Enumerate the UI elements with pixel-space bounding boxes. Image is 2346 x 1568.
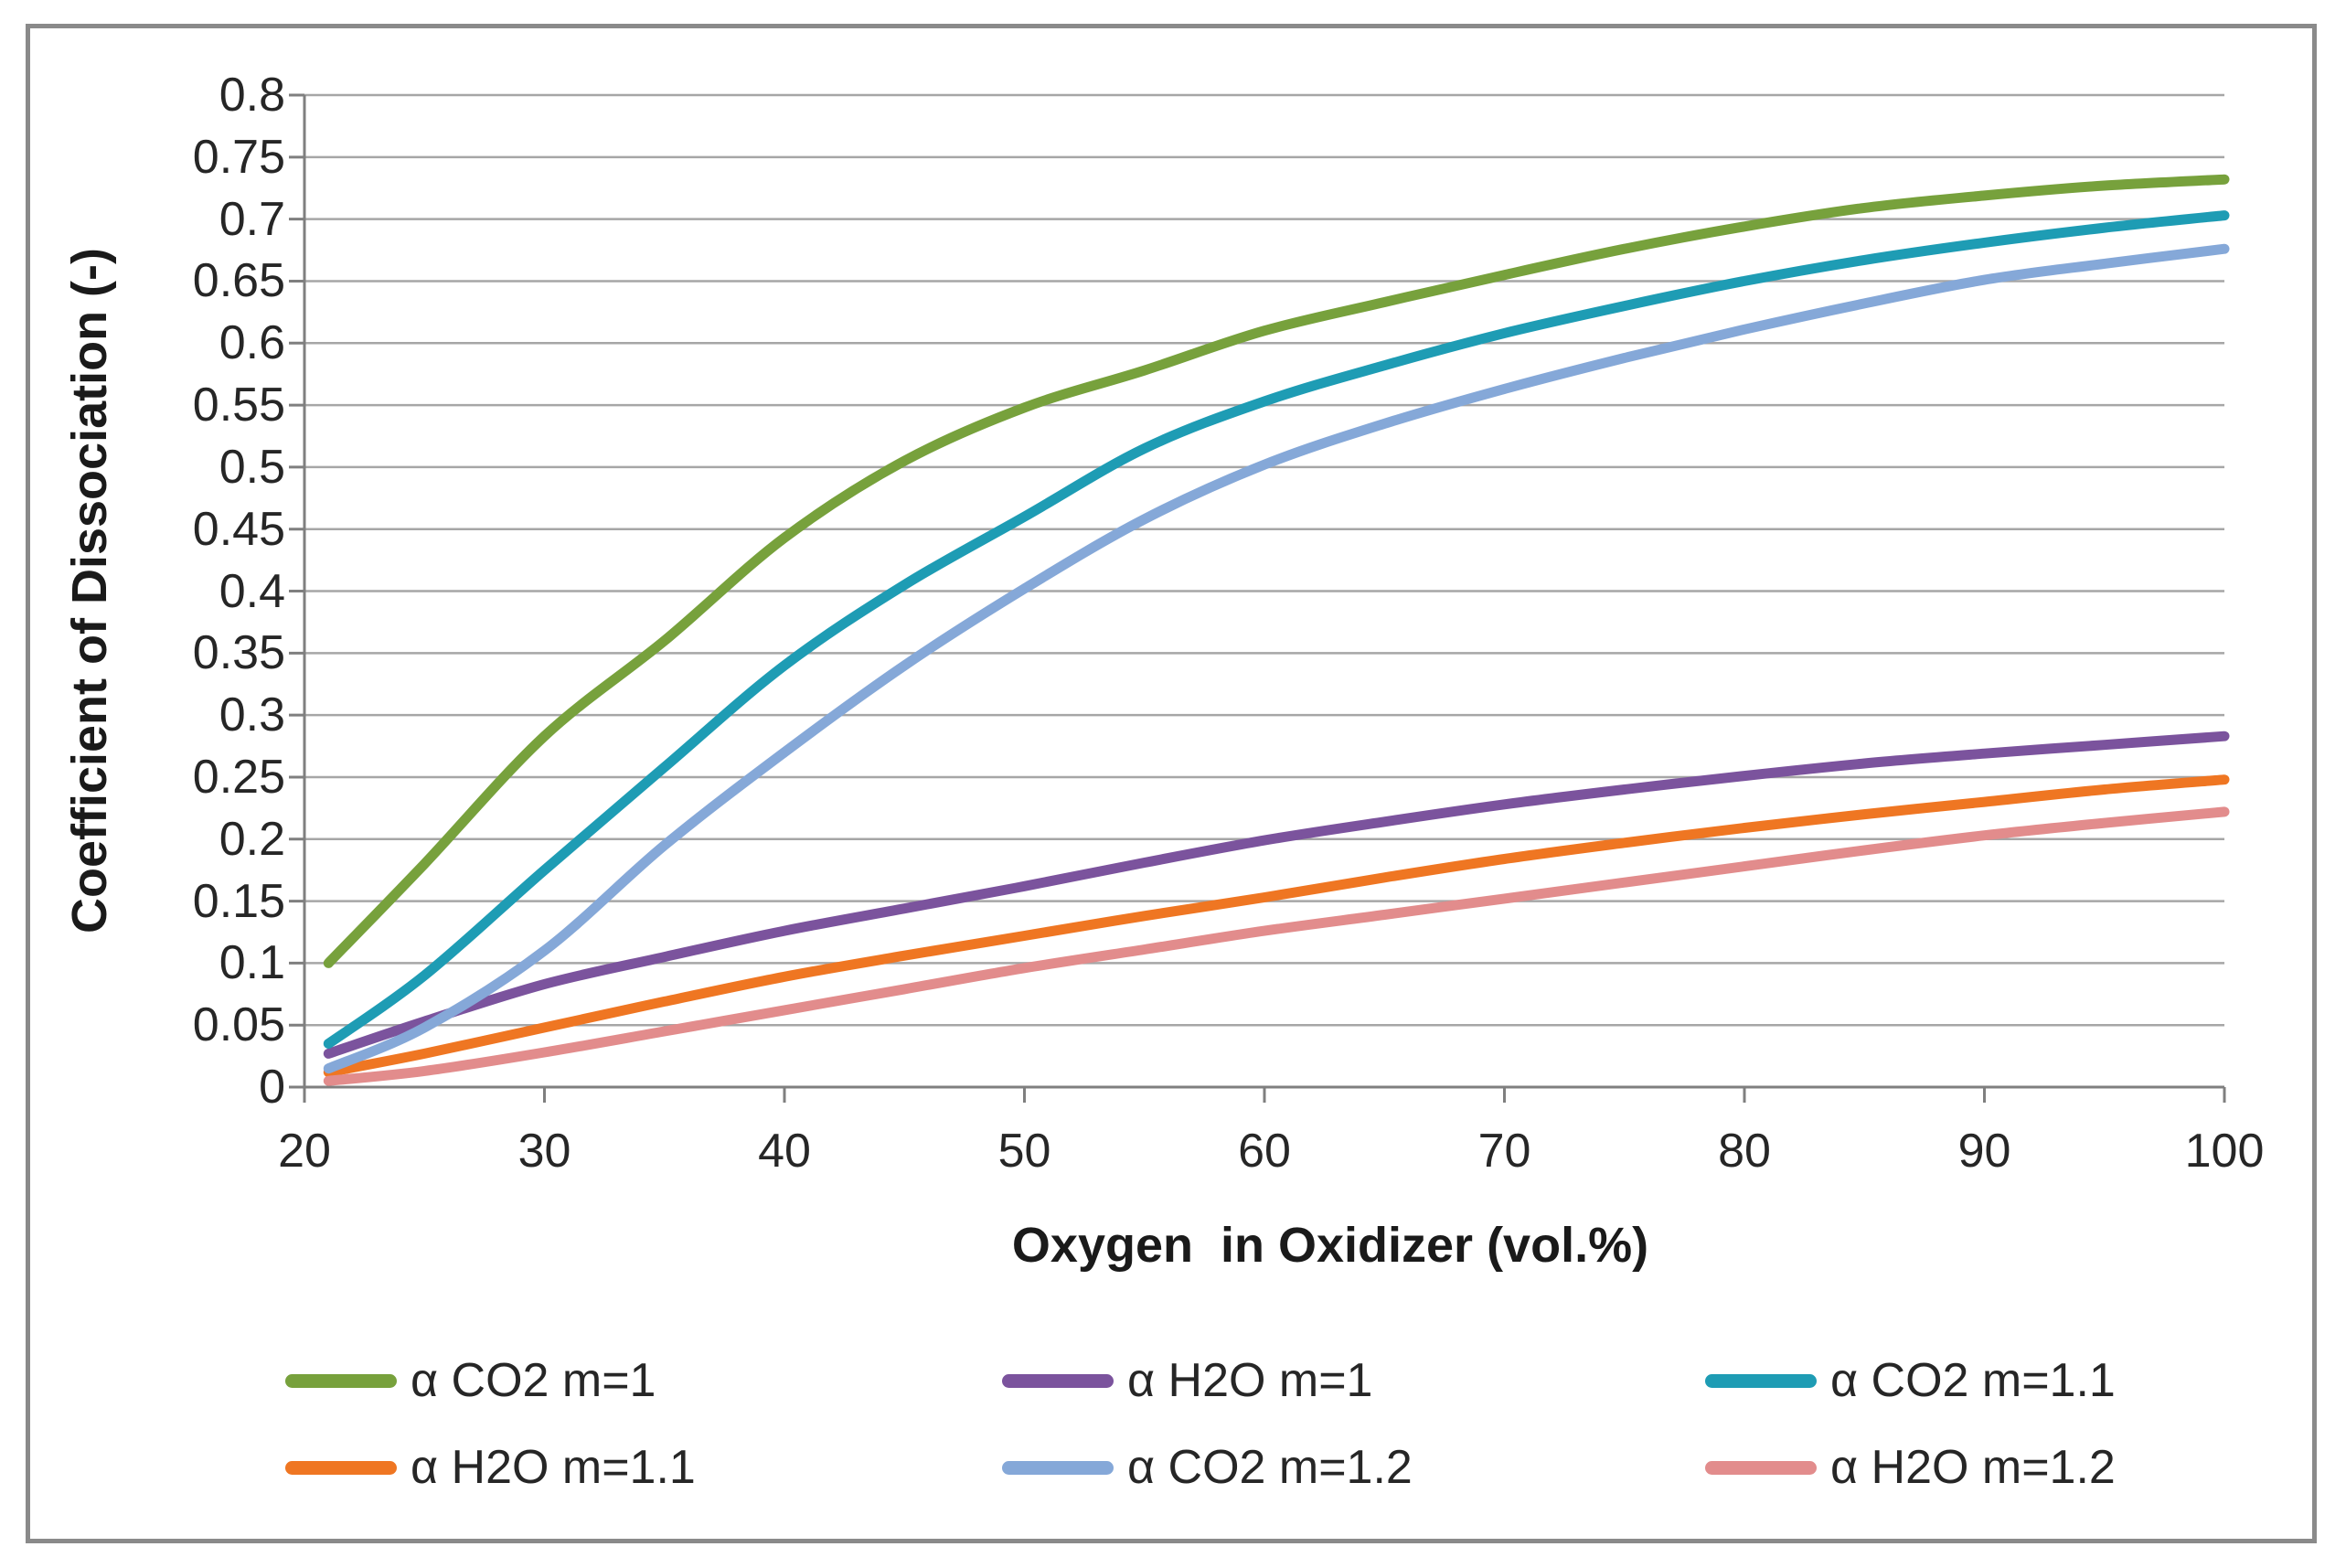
legend-swatch — [285, 1461, 397, 1475]
x-tick-label: 20 — [278, 1125, 331, 1178]
series-line--co2-m-1.1 — [323, 210, 2230, 1049]
y-tick-label: 0.65 — [192, 254, 285, 308]
y-tick-label: 0.45 — [192, 502, 285, 556]
x-tick-label: 40 — [758, 1125, 811, 1178]
x-tick-label: 30 — [517, 1125, 571, 1178]
x-axis-title: Oxygen in Oxidizer (vol.%) — [1011, 1218, 1649, 1273]
x-tick-label: 90 — [1957, 1125, 2011, 1178]
y-tick-label: 0.8 — [219, 69, 285, 122]
legend-swatch — [1002, 1374, 1114, 1388]
series-line--co2-m-1.2 — [323, 243, 2230, 1074]
y-tick-label: 0.7 — [219, 192, 285, 246]
legend-label: α CO2 m=1 — [411, 1354, 656, 1407]
y-tick-label: 0.55 — [192, 379, 285, 432]
x-tick-label: 50 — [997, 1125, 1051, 1178]
y-tick-label: 0.75 — [192, 130, 285, 184]
x-tick-label: 80 — [1718, 1125, 1771, 1178]
y-tick-label: 0.15 — [192, 874, 285, 928]
legend-swatch — [1705, 1374, 1817, 1388]
y-axis-title: Coefficient of Dissociation (-) — [62, 247, 117, 934]
legend-label: α H2O m=1 — [1127, 1354, 1373, 1407]
x-tick-label: 60 — [1238, 1125, 1291, 1178]
y-tick-label: 0.05 — [192, 998, 285, 1052]
series-line--h2o-m-1.2 — [323, 806, 2230, 1086]
x-tick-label: 70 — [1477, 1125, 1531, 1178]
legend-swatch — [1705, 1461, 1817, 1475]
y-tick-label: 0.4 — [219, 564, 285, 618]
legend-label: α H2O m=1.1 — [411, 1441, 696, 1494]
legend-swatch — [1002, 1461, 1114, 1475]
legend-swatch — [285, 1374, 397, 1388]
y-tick-label: 0 — [259, 1061, 285, 1114]
y-tick-label: 0.2 — [219, 812, 285, 866]
y-tick-label: 0.6 — [219, 316, 285, 370]
legend-label: α CO2 m=1.1 — [1830, 1354, 2116, 1407]
y-tick-label: 0.25 — [192, 750, 285, 804]
series-line--h2o-m-1.1 — [323, 774, 2230, 1078]
x-tick-label: 100 — [2184, 1125, 2265, 1178]
y-tick-label: 0.3 — [219, 688, 285, 742]
legend-label: α H2O m=1.2 — [1830, 1441, 2116, 1494]
series-line--h2o-m-1 — [323, 731, 2230, 1059]
legend-label: α CO2 m=1.2 — [1127, 1441, 1413, 1494]
y-tick-label: 0.1 — [219, 936, 285, 990]
y-tick-label: 0.35 — [192, 626, 285, 680]
series-line--co2-m-1 — [323, 174, 2230, 968]
y-tick-label: 0.5 — [219, 440, 285, 494]
figure-border — [26, 24, 2317, 1543]
